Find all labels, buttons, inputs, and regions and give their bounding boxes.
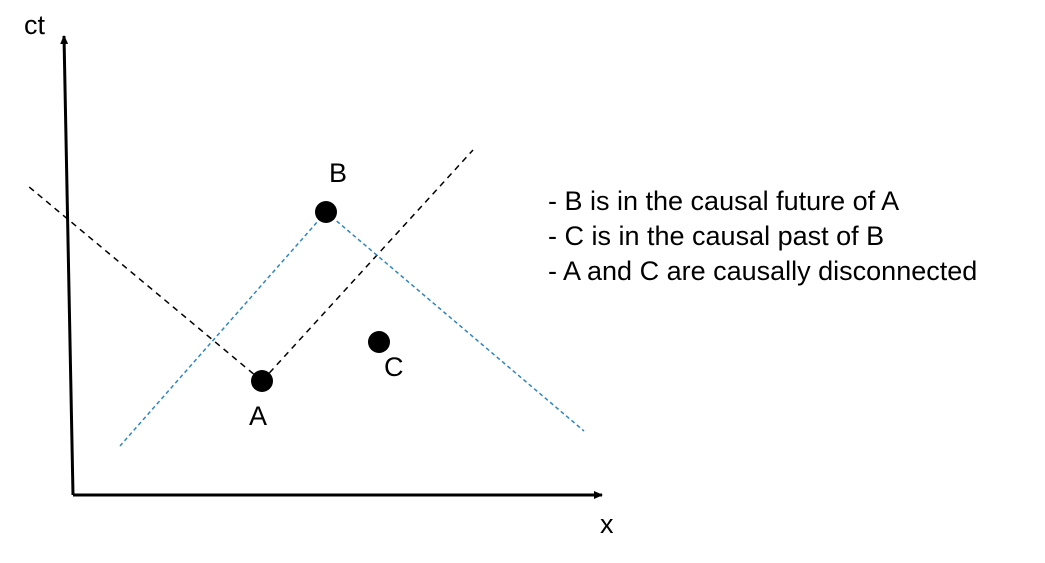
event-b-point <box>315 201 337 223</box>
event-b-label: B <box>329 158 347 188</box>
note-b-future-of-a: - B is in the causal future of A <box>548 184 977 219</box>
note-a-c-disconnected: - A and C are causally disconnected <box>548 254 977 289</box>
x-axis-label: x <box>600 509 614 539</box>
light-cone-b-left <box>120 212 326 446</box>
light-cone-b-right <box>326 212 584 431</box>
event-c-label: C <box>384 352 404 382</box>
ct-axis-label: ct <box>24 10 46 40</box>
event-a-point <box>251 370 273 392</box>
light-cone-a-left <box>28 186 262 381</box>
light-cone-a-right <box>262 150 473 381</box>
causality-notes: - B is in the causal future of A - C is … <box>548 184 977 289</box>
ct-axis <box>64 36 73 495</box>
note-c-past-of-b: - C is in the causal past of B <box>548 219 977 254</box>
event-c-point <box>368 331 390 353</box>
event-a-label: A <box>249 401 267 431</box>
